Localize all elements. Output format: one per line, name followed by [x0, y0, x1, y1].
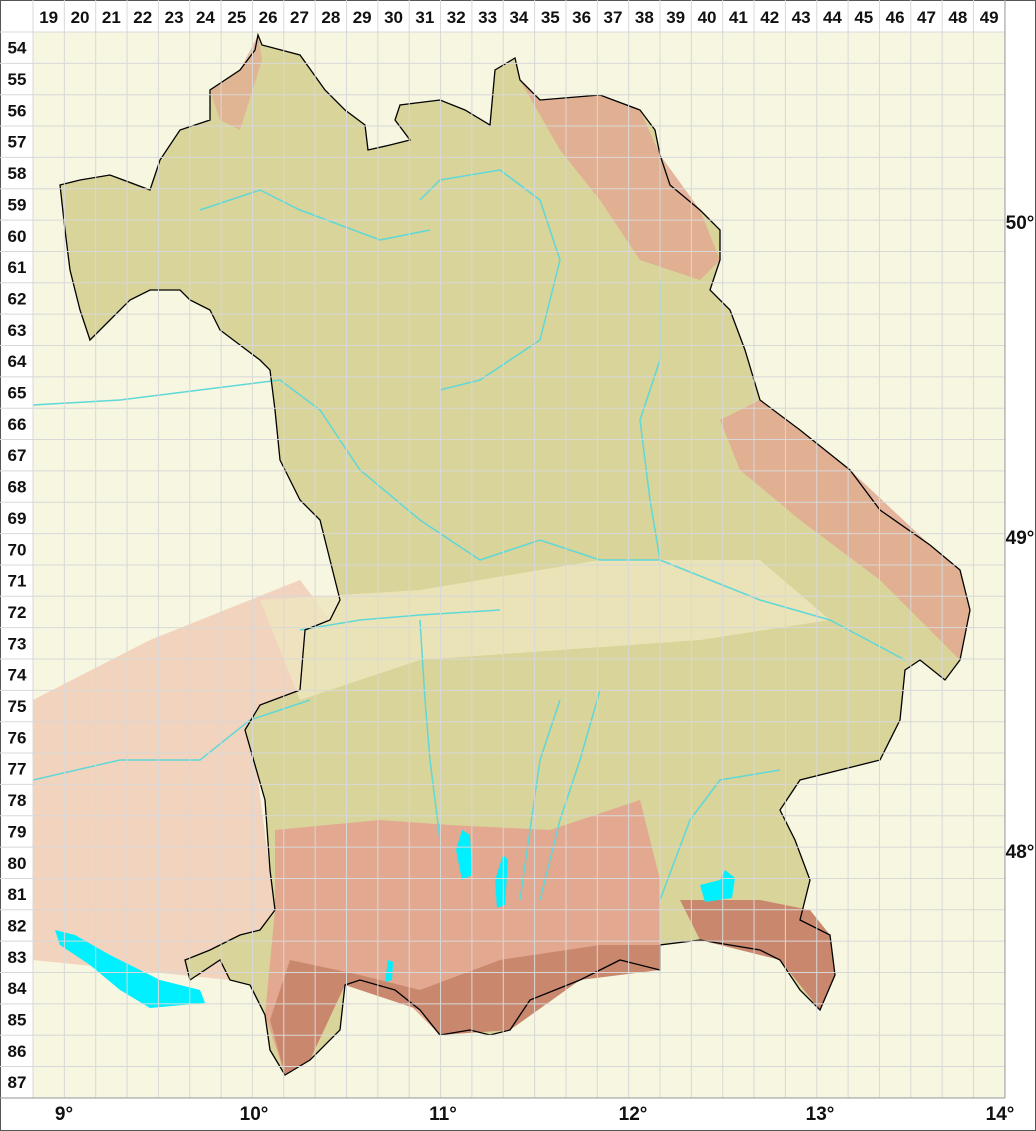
row-label: 72	[8, 603, 27, 622]
fichtelgebirge	[520, 80, 720, 280]
alpine-foreland	[265, 800, 660, 1075]
column-label: 36	[572, 8, 591, 27]
column-label: 32	[447, 8, 466, 27]
row-label: 65	[8, 384, 27, 403]
row-label: 84	[8, 979, 27, 998]
column-label: 19	[39, 8, 58, 27]
column-label: 26	[259, 8, 278, 27]
row-label: 85	[8, 1011, 27, 1030]
river	[419, 169, 561, 391]
row-label: 61	[8, 258, 27, 277]
grid-labels: 19 20 21 22 23 24 25 26 27 28 29 30 31 32 33 34 35 36 37 38…	[8, 8, 1035, 1125]
row-label: 66	[8, 415, 27, 434]
row-label: 60	[8, 227, 27, 246]
grid-lines	[0, 0, 1006, 1099]
row-label: 86	[8, 1042, 27, 1061]
row-label: 77	[8, 760, 27, 779]
river	[539, 689, 601, 901]
column-label: 44	[823, 8, 842, 27]
column-label: 31	[415, 8, 434, 27]
row-label: 83	[8, 948, 27, 967]
row-label: 76	[8, 728, 27, 747]
column-label: 47	[917, 8, 936, 27]
column-label: 29	[353, 8, 372, 27]
column-label: 24	[196, 8, 215, 27]
column-label: 41	[729, 8, 748, 27]
column-label: 46	[886, 8, 905, 27]
forggensee	[385, 960, 393, 982]
state-border	[59, 32, 971, 1076]
row-label: 73	[8, 634, 27, 653]
column-label: 30	[384, 8, 403, 27]
column-label: 39	[666, 8, 685, 27]
longitude-label: 14°	[986, 1104, 1015, 1125]
column-label: 21	[102, 8, 121, 27]
row-label: 67	[8, 446, 27, 465]
latitude-label: 49°	[1006, 528, 1035, 549]
row-label: 74	[8, 666, 27, 685]
column-label: 20	[71, 8, 90, 27]
row-label: 80	[8, 854, 27, 873]
latitude-label: 48°	[1006, 842, 1035, 863]
longitude-label: 9°	[55, 1104, 73, 1125]
row-label: 82	[8, 916, 27, 935]
row-label: 75	[8, 697, 27, 716]
longitude-label: 10°	[240, 1104, 269, 1125]
bavaria-region	[60, 35, 970, 1075]
row-label: 57	[8, 133, 27, 152]
row-label: 68	[8, 478, 27, 497]
row-label: 70	[8, 540, 27, 559]
column-label: 33	[478, 8, 497, 27]
danube-lowland	[260, 560, 830, 700]
row-label: 78	[8, 791, 27, 810]
column-label: 42	[760, 8, 779, 27]
column-label: 35	[541, 8, 560, 27]
row-label: 58	[8, 164, 27, 183]
longitude-label: 13°	[806, 1104, 835, 1125]
river	[419, 619, 441, 841]
river	[32, 379, 906, 661]
row-label: 79	[8, 822, 27, 841]
column-label: 27	[290, 8, 309, 27]
row-label: 81	[8, 885, 27, 904]
row-label: 62	[8, 289, 27, 308]
row-label: 59	[8, 195, 27, 214]
lake-constance	[55, 930, 205, 1008]
longitude-label: 11°	[429, 1104, 457, 1125]
row-label: 54	[8, 39, 27, 58]
column-label: 48	[948, 8, 967, 27]
river	[32, 699, 311, 781]
row-label: 55	[8, 70, 27, 89]
column-label: 49	[980, 8, 999, 27]
upland-southwest	[33, 580, 330, 980]
column-label: 40	[698, 8, 717, 27]
latitude-label: 50°	[1006, 213, 1035, 234]
column-label: 43	[792, 8, 811, 27]
column-label: 23	[165, 8, 184, 27]
ammersee	[456, 830, 472, 880]
row-label: 64	[8, 352, 27, 371]
row-label: 56	[8, 101, 27, 120]
river	[199, 189, 431, 241]
column-label: 34	[509, 8, 528, 27]
column-label: 22	[133, 8, 152, 27]
column-label: 37	[604, 8, 623, 27]
row-label: 71	[8, 572, 27, 591]
longitude-label: 12°	[619, 1104, 648, 1125]
bavarian-forest	[720, 400, 970, 660]
starnberger-see	[495, 855, 508, 908]
alps	[270, 945, 660, 1075]
column-label: 45	[854, 8, 873, 27]
row-label: 87	[8, 1073, 27, 1092]
column-label: 28	[321, 8, 340, 27]
river	[659, 769, 781, 901]
column-label: 38	[635, 8, 654, 27]
column-label: 25	[227, 8, 246, 27]
berchtesgaden-alps	[680, 900, 835, 1010]
row-label: 69	[8, 509, 27, 528]
row-label: 63	[8, 321, 27, 340]
river	[299, 609, 501, 631]
